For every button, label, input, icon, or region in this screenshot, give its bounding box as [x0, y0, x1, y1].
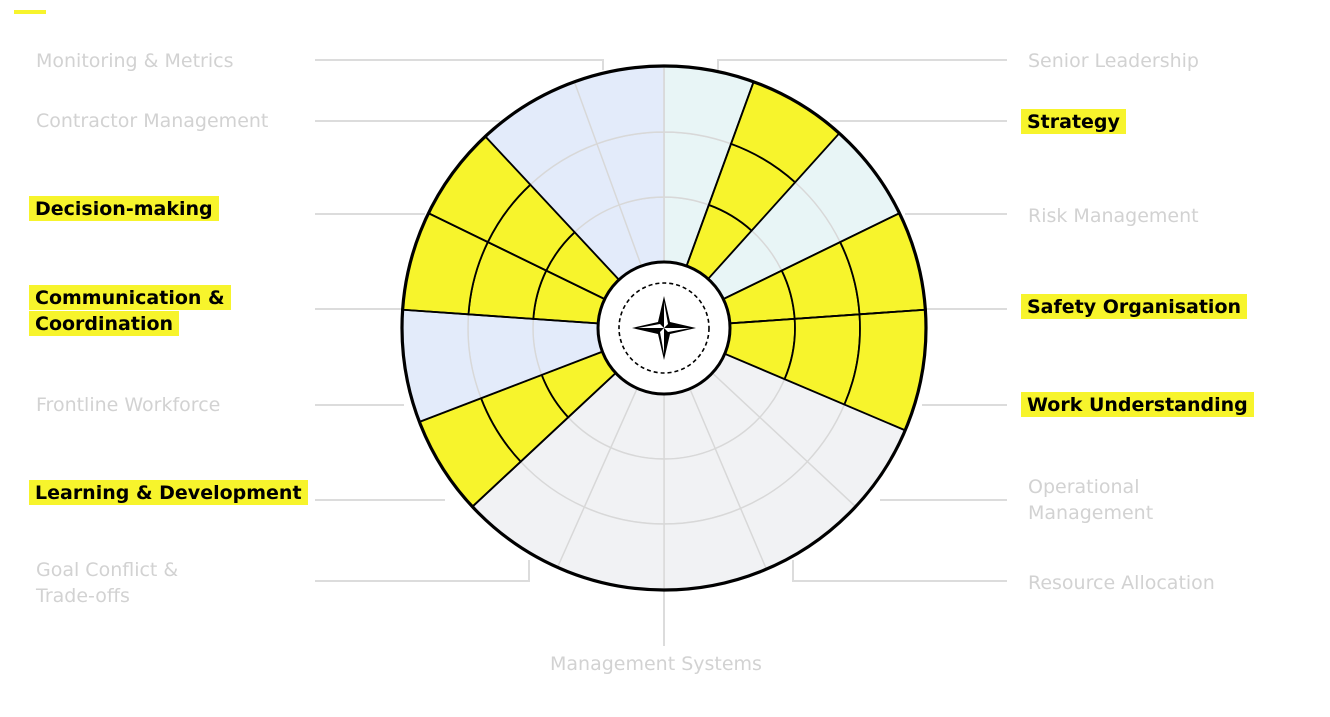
label-decision-making: Decision-making	[29, 196, 219, 222]
highlight-marker	[14, 10, 46, 14]
label-senior-leadership: Senior Leadership	[1028, 50, 1199, 72]
sector-communication-coordination	[401, 211, 606, 325]
label-contractor-management: Contractor Management	[36, 110, 269, 132]
label-monitoring-metrics: Monitoring & Metrics	[36, 50, 234, 72]
label-resource-allocation: Resource Allocation	[1028, 572, 1215, 594]
label-operational-management: Operational Management	[1028, 476, 1154, 524]
label-goal-conflict: Goal Conflict & Trade-offs	[36, 559, 179, 607]
sector-management-systems-right	[663, 387, 768, 591]
label-management-systems: Management Systems	[550, 653, 762, 675]
wheel-center	[596, 260, 732, 396]
connector-line	[315, 59, 604, 70]
sector-monitoring-metrics	[573, 65, 665, 267]
label-work-understanding: Work Understanding	[1021, 392, 1254, 418]
sector-operational-management	[711, 352, 907, 508]
wheel-sectors	[400, 64, 928, 592]
sector-contractor-management	[484, 80, 643, 281]
connector-line	[717, 59, 1007, 70]
connector-lines	[315, 59, 1007, 646]
sector-goal-conflict	[471, 372, 639, 569]
label-frontline-workforce: Frontline Workforce	[36, 394, 221, 416]
label-risk-management: Risk Management	[1028, 205, 1199, 227]
label-safety-organisation: Safety Organisation	[1021, 294, 1248, 320]
connector-line	[315, 560, 530, 582]
label-learning-development: Learning & Development	[29, 480, 308, 506]
sector-frontline-workforce	[401, 308, 604, 423]
label-communication-coordination: Communication & Coordination	[29, 285, 231, 337]
label-strategy: Strategy	[1021, 109, 1126, 135]
sector-management-systems-left	[556, 387, 665, 591]
sector-risk-management	[707, 132, 901, 301]
compass-star-icon	[632, 296, 696, 360]
connector-line	[792, 560, 1007, 582]
